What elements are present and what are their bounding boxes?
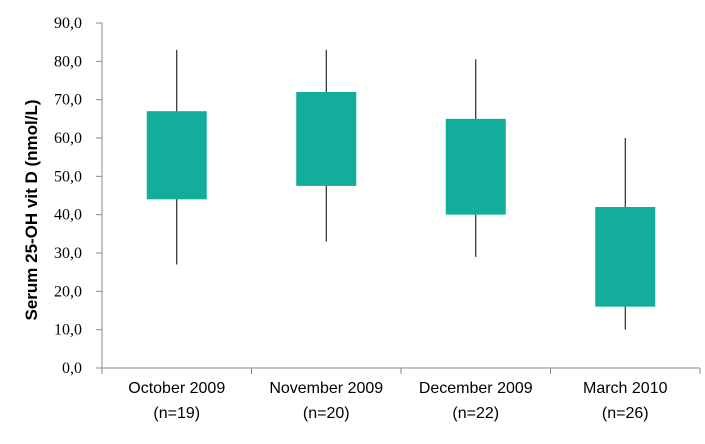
y-tick-label: 80,0: [54, 53, 82, 70]
box: [445, 118, 506, 215]
y-tick-label: 10,0: [54, 322, 82, 339]
y-tick-label: 30,0: [54, 245, 82, 262]
y-tick-label: 70,0: [54, 92, 82, 109]
category-label: March 2010: [583, 380, 668, 397]
category-n-label: (n=20): [303, 405, 350, 422]
y-tick-label: 90,0: [54, 15, 82, 32]
y-tick-label: 0,0: [62, 360, 82, 377]
category-n-label: (n=19): [153, 405, 200, 422]
y-tick-label: 50,0: [54, 168, 82, 185]
y-axis-title: Serum 25-OH vit D (nmol/L): [22, 99, 41, 320]
category-label: November 2009: [269, 380, 383, 397]
category-label: December 2009: [419, 380, 533, 397]
box: [296, 92, 357, 186]
category-n-label: (n=26): [602, 405, 649, 422]
box: [595, 207, 656, 307]
box: [146, 111, 207, 200]
category-n-label: (n=22): [452, 405, 499, 422]
plot-area: 0,0 10,0 20,0 30,0 40,0 50,0 60,0 70,0 80,0 90,0 O…: [54, 15, 701, 422]
category-label: October 2009: [128, 380, 225, 397]
y-tick-label: 40,0: [54, 207, 82, 224]
y-tick-label: 20,0: [54, 283, 82, 300]
y-tick-label: 60,0: [54, 130, 82, 147]
